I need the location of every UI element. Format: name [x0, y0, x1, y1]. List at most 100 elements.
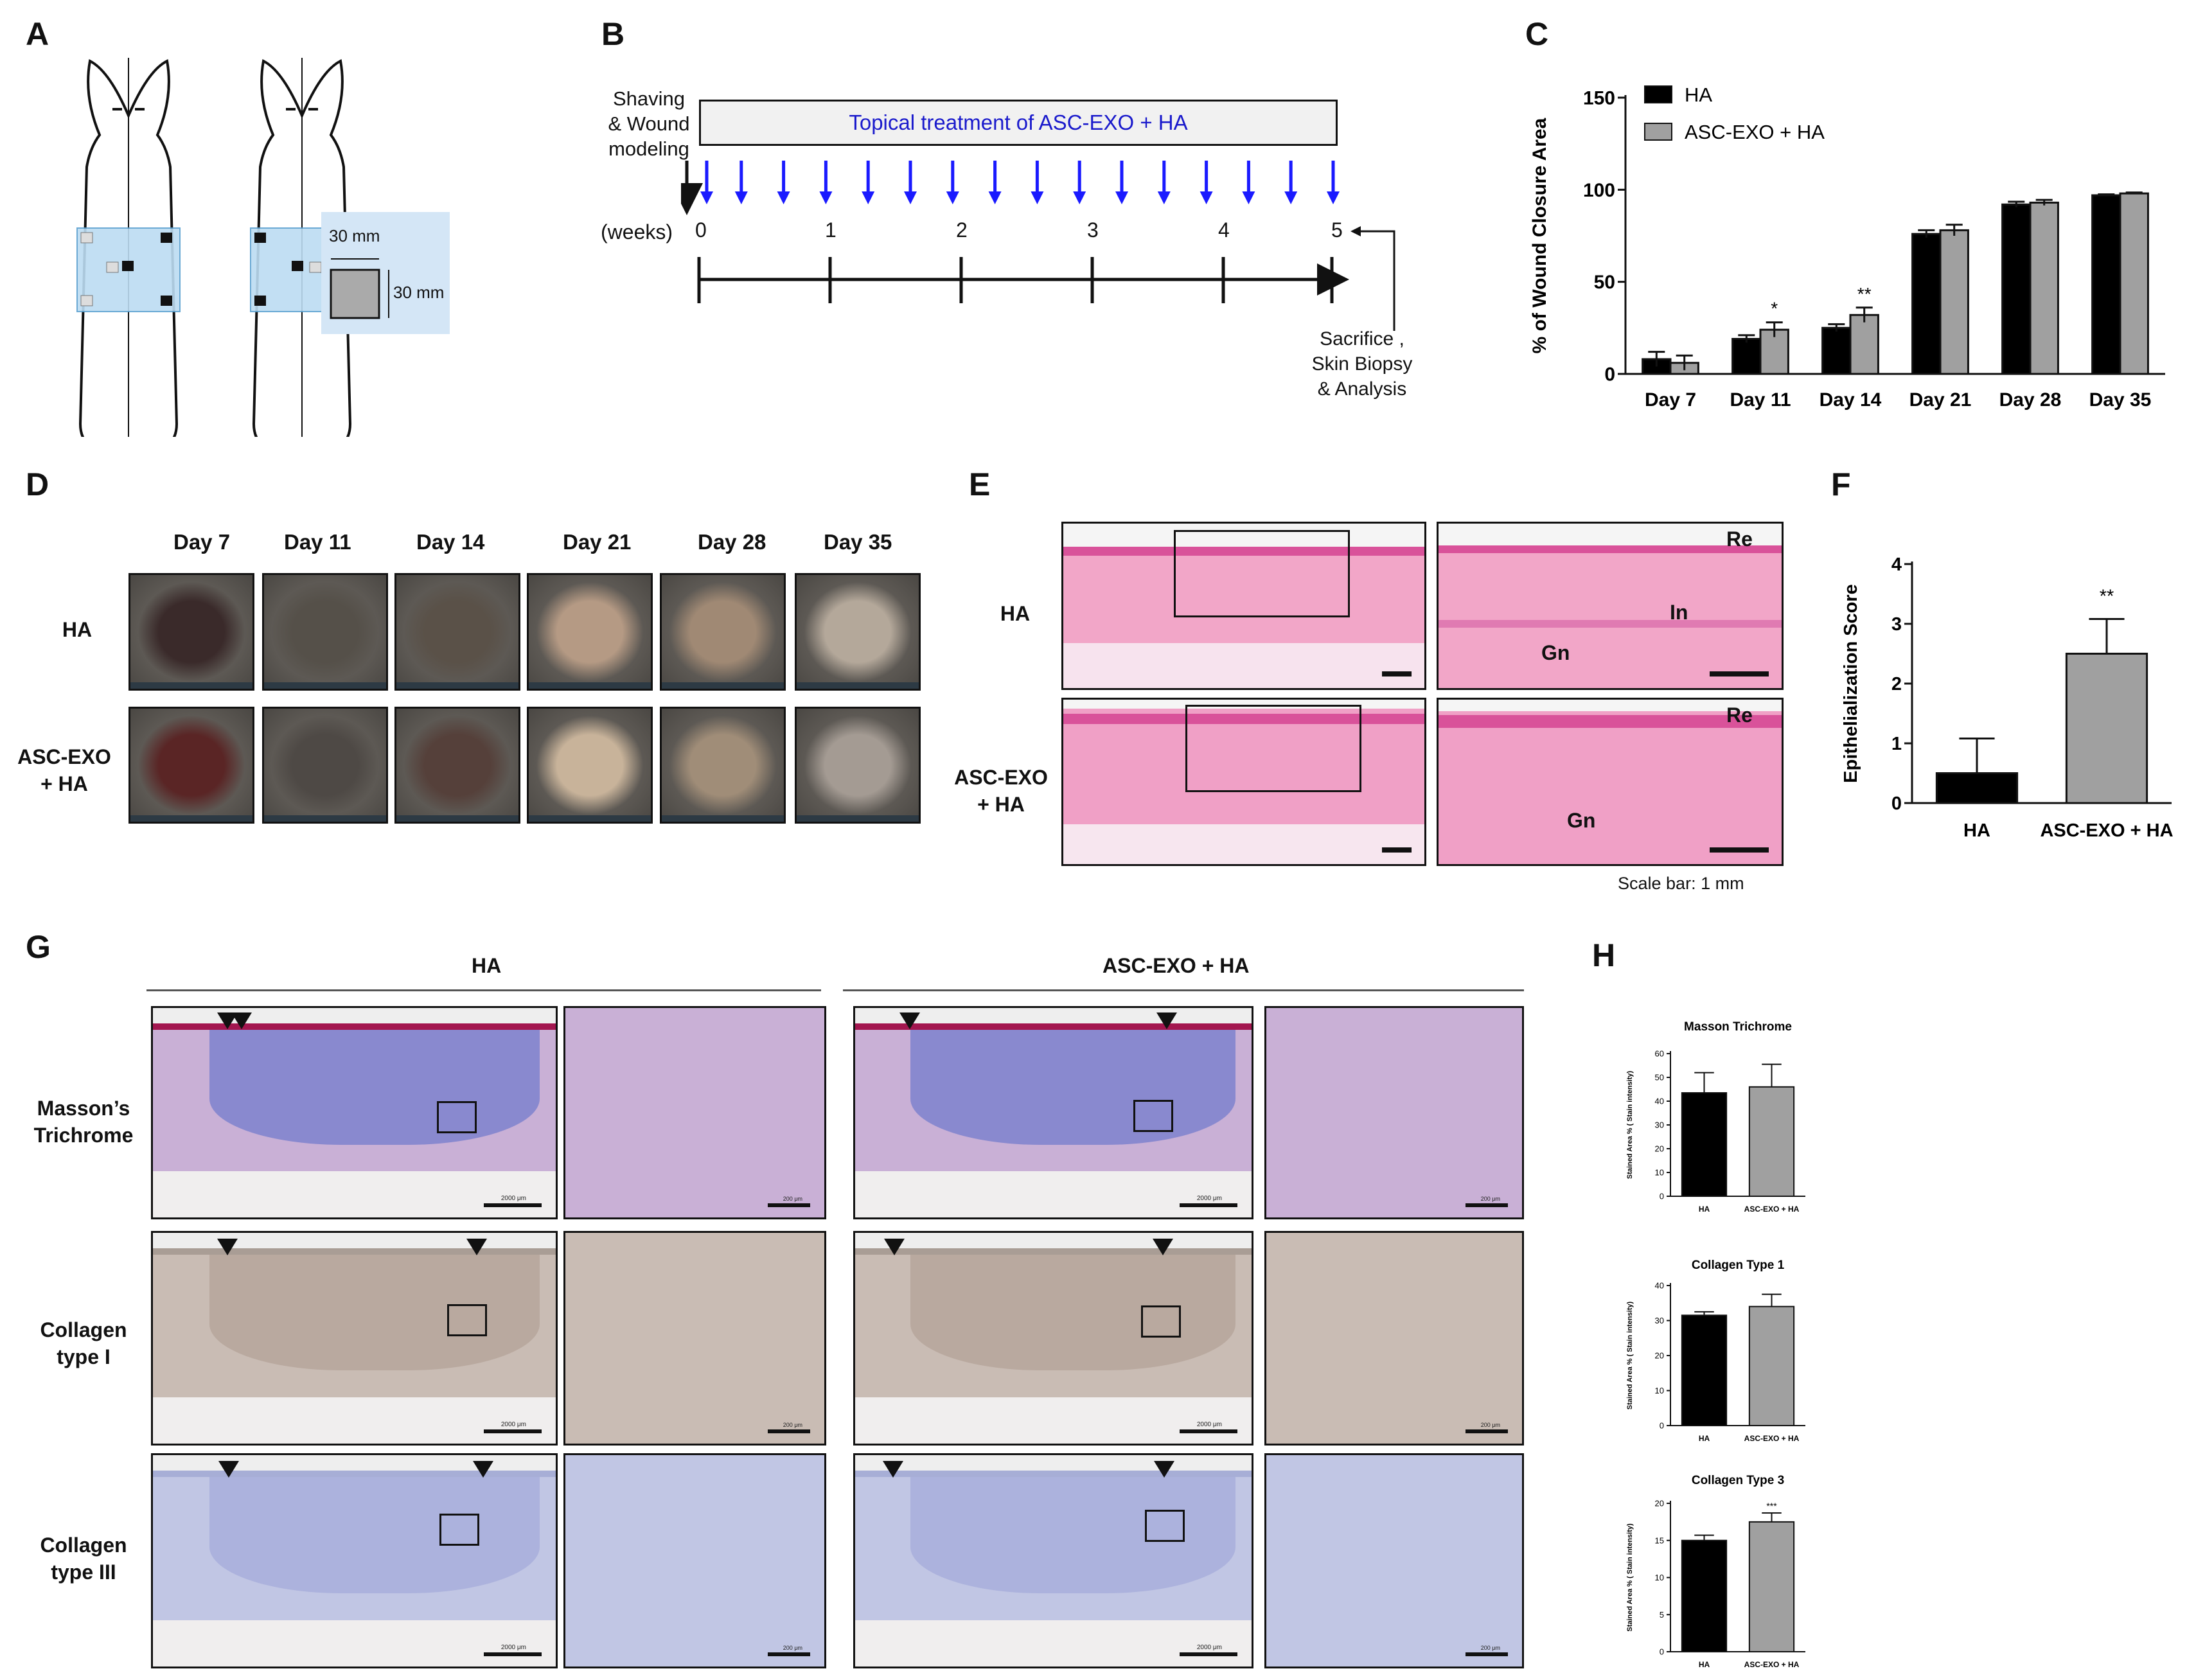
- wound-photo: [795, 573, 921, 691]
- d-row-label-exo: ASC-EXO + HA: [13, 744, 116, 797]
- wound-edge-marker: [899, 1012, 920, 1029]
- label-in: In: [1670, 601, 1688, 624]
- shaving-line3: modeling: [608, 137, 689, 160]
- x-category-label: Day 14: [1820, 389, 1882, 411]
- treatment-arrow-head: [862, 191, 875, 204]
- treatment-arrow-head: [1242, 191, 1255, 204]
- wound-photo: [394, 573, 520, 691]
- wound-photo: [128, 707, 254, 824]
- y-tick-label: 150: [1583, 88, 1615, 109]
- y-axis-label: Stained Area % ( Stain intensity): [1626, 1523, 1634, 1632]
- wound-site: [106, 261, 119, 273]
- x-category-label: HA: [1699, 1434, 1710, 1443]
- he-ha-zoom: Re In Gn: [1437, 522, 1784, 690]
- g-row-label-col1-line2: type I: [57, 1345, 111, 1368]
- x-category-label: Day 11: [1730, 389, 1791, 411]
- x-category-label: ASC-EXO + HA: [2040, 820, 2173, 841]
- y-tick-label: 20: [1655, 1499, 1664, 1508]
- scale-bar-label: 200 μm: [1480, 1422, 1500, 1428]
- scale-bar-label: 200 μm: [783, 1645, 802, 1651]
- y-tick-label: 0: [1604, 364, 1615, 385]
- scale-bar-label: 2000 μm: [1196, 1644, 1222, 1651]
- chart-title: Masson Trichrome: [1684, 1020, 1792, 1034]
- treatment-arrow-head: [988, 191, 1002, 204]
- chart-masson-trichrome: Masson Trichrome 0 10 20 30 40 50 60 Stained Are…: [1626, 1020, 1805, 1214]
- stain-panel-c3-over: 2000 μm: [853, 1453, 1253, 1668]
- wound-edge-marker: [884, 1239, 905, 1255]
- g-group-ha: HA: [472, 954, 502, 977]
- y-tick-label: 3: [1891, 614, 1902, 635]
- bar: [1681, 1314, 1728, 1426]
- treatment-arrow-head: [1284, 191, 1298, 204]
- day-header-35: Day 35: [824, 530, 892, 554]
- zoom-box: [1141, 1305, 1181, 1338]
- g-row-label-col1-line1: Collagen: [40, 1318, 127, 1341]
- he-exo-overview: [1061, 698, 1426, 866]
- g-row-label-col3-line1: Collagen: [40, 1534, 127, 1557]
- he-exo-zoom: Re Gn: [1437, 698, 1784, 866]
- chart-title: Collagen Type 1: [1692, 1259, 1785, 1272]
- y-tick-label: 30: [1655, 1120, 1664, 1130]
- scale-bar-label: 200 μm: [1480, 1645, 1500, 1651]
- week-tick-3: 3: [1087, 218, 1099, 242]
- scale-bar-label: 200 μm: [783, 1422, 802, 1428]
- stain-panel-c1-over: 2000 μm: [853, 1231, 1253, 1446]
- he-ha-overview: [1061, 522, 1426, 690]
- day-header-14: Day 14: [416, 530, 485, 554]
- panel-label-b: B: [601, 16, 625, 52]
- scale-bar: [1180, 1429, 1237, 1433]
- x-category-label: HA: [1699, 1660, 1710, 1669]
- scale-bar: [1465, 1652, 1508, 1656]
- chart-collagen-type-3: Collagen Type 3 0 5 10 15 20 Stained Area % ( …: [1626, 1474, 1805, 1669]
- treatment-arrow-head: [734, 191, 748, 204]
- y-axis-label: Stained Area % ( Stain intensity): [1626, 1302, 1634, 1410]
- y-tick-label: 100: [1583, 180, 1615, 201]
- wound-edge-marker: [1154, 1461, 1174, 1478]
- y-tick-label: 5: [1660, 1610, 1664, 1620]
- y-tick-label: 10: [1655, 1386, 1664, 1395]
- scale-bar: [1710, 671, 1769, 676]
- wound-site: [292, 261, 303, 271]
- chart-title: Collagen Type 3: [1692, 1474, 1784, 1487]
- scale-bar: [768, 1652, 810, 1656]
- y-tick-label: 20: [1655, 1144, 1664, 1154]
- scale-bar-label: 2000 μm: [500, 1644, 526, 1651]
- scale-bar-label: 2000 μm: [1196, 1421, 1222, 1428]
- g-group-exo: ASC-EXO + HA: [1102, 954, 1250, 977]
- sacrifice-arrow: [1350, 226, 1395, 331]
- treatment-label: Topical treatment of ASC-EXO + HA: [849, 111, 1188, 134]
- legend-label: ASC-EXO + HA: [1685, 121, 1825, 143]
- stain-panel-c3-zoom: 200 μm: [563, 1453, 826, 1668]
- y-tick-label: 0: [1660, 1421, 1664, 1431]
- y-tick-label: 40: [1655, 1281, 1664, 1291]
- stain-panel-c3-over: 2000 μm: [151, 1453, 558, 1668]
- shaving-line1: Shaving: [612, 87, 686, 110]
- y-axis-label: Stained Area % ( Stain intensity): [1626, 1071, 1634, 1180]
- wound-site: [80, 232, 93, 243]
- wound-edge-marker: [466, 1239, 487, 1255]
- chart-wound-closure: 0 50 100 150 % of Wound Closure Area Day 7 Day…: [1529, 84, 2165, 411]
- shaving-line2: & Wound: [608, 112, 690, 135]
- y-axis-label: Epithelialization Score: [1841, 584, 1861, 783]
- wound-edge-marker: [217, 1239, 238, 1255]
- legend-label: HA: [1685, 84, 1712, 106]
- significance-mark: *: [1771, 299, 1778, 319]
- sacrifice-line2: Skin Biopsy: [1311, 353, 1413, 375]
- bar: [1748, 1305, 1795, 1426]
- treatment-arrow-head: [1200, 191, 1213, 204]
- panel-label-h: H: [1592, 937, 1616, 973]
- dimension-height: 30 mm: [393, 283, 445, 302]
- bar-ha: [2091, 194, 2121, 375]
- he-scale-caption: Scale bar: 1 mm: [1618, 874, 1744, 893]
- wound-photo: [262, 707, 388, 824]
- zoom-box: [1133, 1100, 1173, 1132]
- treatment-box: Topical treatment of ASC-EXO + HA: [699, 100, 1338, 146]
- wound-photo: [660, 707, 786, 824]
- scale-bar: [484, 1652, 542, 1656]
- week-tick-2: 2: [956, 218, 968, 242]
- bar-ha: [1731, 338, 1762, 375]
- scale-bar: [1180, 1652, 1237, 1656]
- wound-edge-marker: [1153, 1239, 1173, 1255]
- y-tick-label: 0: [1660, 1647, 1664, 1657]
- dimension-width: 30 mm: [329, 226, 380, 245]
